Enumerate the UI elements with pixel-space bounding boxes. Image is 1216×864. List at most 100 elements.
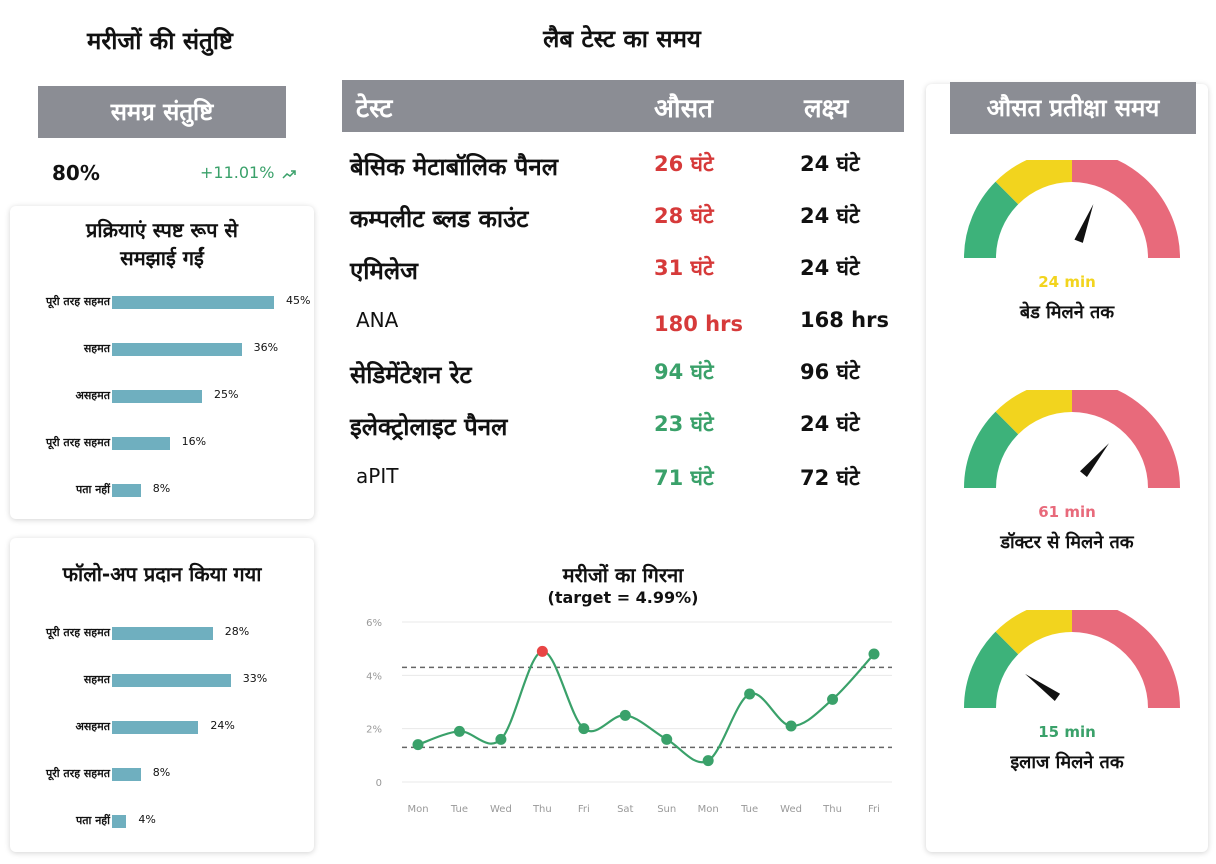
lab-test-name: इलेक्ट्रोलाइट पैनल — [350, 413, 508, 441]
y-tick-label: 4% — [366, 671, 382, 682]
data-point — [744, 688, 756, 700]
lab-test-name: एमिलेज — [350, 257, 418, 285]
survey-bar-label: पूरी तरह सहमत — [46, 295, 110, 308]
survey-bar-value: 4% — [138, 813, 156, 826]
survey-bar — [112, 390, 202, 403]
lab-target-time: 24 घंटे — [800, 256, 860, 280]
gauge-zone-pink — [1072, 380, 1180, 488]
survey-bar-label: पूरी तरह सहमत — [46, 626, 110, 639]
survey-bar-label: असहमत — [75, 720, 110, 733]
survey-bar-row: सहमत 36% — [10, 339, 310, 359]
gauge-needle — [1025, 673, 1061, 702]
gauge-label: इलाज मिलने तक — [1010, 752, 1124, 773]
x-tick-label: Thu — [532, 804, 552, 815]
gauge-label: बेड मिलने तक — [1019, 302, 1115, 323]
survey-bar-row: पता नहीं 8% — [10, 480, 310, 500]
survey-card-processes-explained: प्रक्रियाएं स्पष्ट रूप से समझाई गईं पूरी… — [10, 206, 314, 519]
lab-header-avg: औसत — [654, 94, 713, 124]
survey-bar-value: 16% — [181, 435, 207, 448]
survey-bar-label: सहमत — [83, 342, 110, 355]
survey-card-title-line1: फॉलो-अप प्रदान किया गया — [62, 562, 262, 586]
data-point — [661, 733, 673, 745]
lab-table-row: aPIT 71 घंटे 72 घंटे — [342, 464, 902, 504]
overall-satisfaction-value: 80% — [52, 161, 100, 185]
gauge-zone-pink — [1072, 600, 1180, 708]
gauge-value: 61 min — [1038, 503, 1096, 521]
data-point — [453, 725, 465, 737]
survey-bar-row: पूरी तरह सहमत 45% — [10, 292, 310, 312]
survey-bar-row: पूरी तरह सहमत 28% — [10, 623, 310, 643]
survey-bar — [112, 721, 199, 734]
lab-table-header: टेस्ट औसत लक्ष्य — [342, 80, 904, 132]
gauge-label: डॉक्टर से मिलने तक — [1000, 532, 1134, 553]
x-tick-label: Thu — [822, 804, 842, 815]
survey-bar-label: पता नहीं — [76, 483, 110, 496]
lab-target-time: 24 घंटे — [800, 412, 860, 436]
x-tick-label: Sun — [657, 804, 676, 815]
gauge-list: 24 min बेड मिलने तक 61 min डॉक्टर से मिलने … — [932, 140, 1202, 840]
survey-bar-value: 8% — [152, 482, 171, 495]
lab-table-row: इलेक्ट्रोलाइट पैनल 23 घंटे 24 घंटे — [342, 410, 902, 450]
survey-bar — [112, 674, 231, 687]
gauge-zone-yellow — [995, 380, 1072, 435]
lab-table-row: कम्पलीट ब्लड काउंट 28 घंटे 24 घंटे — [342, 202, 902, 242]
survey-bar-value: 45% — [286, 294, 311, 307]
survey-bar — [112, 768, 141, 781]
lab-avg-time: 94 घंटे — [654, 360, 714, 384]
gauge-needle — [1080, 443, 1109, 477]
survey-bar-row: असहमत 24% — [10, 717, 310, 737]
gauge-value: 15 min — [1038, 723, 1096, 741]
survey-bar-label: सहमत — [83, 673, 110, 686]
survey-bar-value: 25% — [214, 388, 239, 401]
wait-gauge: 61 min डॉक्टर से मिलने तक — [932, 380, 1202, 570]
lab-avg-time: 31 घंटे — [654, 256, 714, 280]
falls-chart-subtitle: (target = 4.99%) — [547, 588, 699, 607]
lab-target-time: 72 घंटे — [800, 466, 860, 490]
lab-table-row: बेसिक मेटाबॉलिक पैनल 26 घंटे 24 घंटे — [342, 150, 902, 190]
survey-bar — [112, 437, 170, 450]
satisfaction-change: +11.01% — [200, 163, 296, 182]
x-tick-label: Tue — [450, 804, 468, 815]
survey-bar — [112, 484, 141, 497]
x-tick-label: Wed — [490, 804, 512, 815]
lab-test-name: ANA — [356, 308, 399, 332]
lab-table-body: बेसिक मेटाबॉलिक पैनल 26 घंटे 24 घंटे कम्पली… — [342, 146, 904, 506]
gauge-zone-yellow — [995, 600, 1072, 655]
falls-chart-title: मरीजों का गिरना — [562, 563, 684, 587]
lab-test-name: aPIT — [356, 464, 399, 488]
lab-avg-time: 71 घंटे — [654, 466, 714, 490]
survey-bar-list: पूरी तरह सहमत 28% सहमत 33% असहमत 24% पूरी तरह … — [10, 623, 314, 833]
data-point — [785, 720, 797, 732]
gauge-zone-green — [964, 411, 1019, 488]
x-tick-label: Mon — [698, 804, 719, 815]
gauge-zone-green — [964, 631, 1019, 708]
data-point — [827, 693, 839, 705]
lab-target-time: 24 घंटे — [800, 152, 860, 176]
x-tick-label: Tue — [740, 804, 758, 815]
gauge-zone-yellow — [995, 150, 1072, 205]
survey-bar-value: 36% — [253, 341, 279, 354]
overall-satisfaction-header: समग्र संतुष्टि — [38, 86, 286, 138]
survey-card-followup-provided: फॉलो-अप प्रदान किया गया पूरी तरह सहमत 28%… — [10, 538, 314, 852]
survey-bar-value: 33% — [242, 672, 268, 685]
lab-target-time: 96 घंटे — [800, 360, 860, 384]
gauge-dial — [964, 600, 1180, 708]
survey-bar-row: पूरी तरह सहमत 8% — [10, 764, 310, 784]
data-point — [578, 723, 590, 735]
survey-bar — [112, 343, 242, 356]
survey-card-title: फॉलो-अप प्रदान किया गया — [10, 560, 314, 588]
lab-target-time: 24 घंटे — [800, 204, 860, 228]
satisfaction-title: मरीजों की संतुष्टि — [87, 27, 233, 55]
wait-gauge: 15 min इलाज मिलने तक — [932, 600, 1202, 790]
survey-card-title-line1: प्रक्रियाएं स्पष्ट रूप से — [86, 218, 238, 242]
y-tick-label: 0 — [376, 778, 382, 789]
survey-bar-row: पता नहीं 4% — [10, 811, 310, 831]
gauge-value: 24 min — [1038, 273, 1096, 291]
lab-test-name: सेडिमेंटेशन रेट — [350, 361, 472, 389]
y-tick-label: 2% — [366, 725, 382, 736]
gauge-zone-green — [964, 181, 1019, 258]
x-tick-label: Fri — [578, 804, 590, 815]
falls-line-chart: 6% 4% 2% 0 Mon Tue Wed Thu Fri Sat Sun Mon Tue Wed Thu… — [366, 618, 892, 815]
data-point — [702, 755, 714, 767]
lab-avg-time: 28 घंटे — [654, 204, 714, 228]
